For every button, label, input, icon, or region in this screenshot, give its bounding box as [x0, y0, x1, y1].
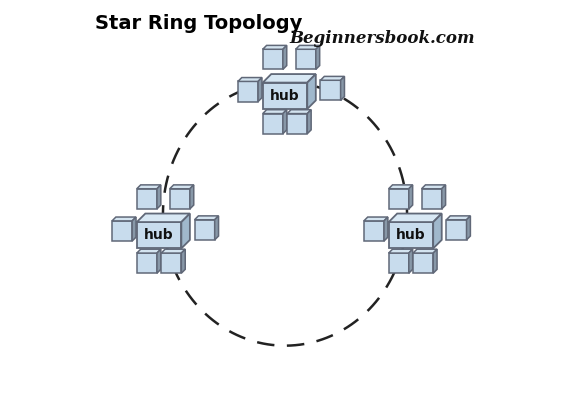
Polygon shape [263, 49, 283, 70]
Polygon shape [263, 83, 307, 109]
Polygon shape [296, 49, 316, 70]
Polygon shape [320, 80, 341, 101]
Text: hub: hub [396, 228, 426, 242]
Polygon shape [181, 213, 190, 248]
Polygon shape [389, 213, 442, 222]
Polygon shape [283, 110, 287, 134]
Polygon shape [287, 110, 311, 114]
Polygon shape [263, 110, 287, 114]
Polygon shape [316, 46, 320, 70]
Polygon shape [132, 217, 136, 241]
Polygon shape [307, 74, 316, 109]
Text: Beginnersbook.com: Beginnersbook.com [289, 30, 475, 47]
Polygon shape [161, 253, 181, 273]
Polygon shape [283, 46, 287, 70]
Polygon shape [215, 216, 218, 240]
Polygon shape [112, 221, 132, 241]
Polygon shape [341, 76, 344, 101]
Polygon shape [446, 220, 466, 240]
Polygon shape [181, 249, 185, 273]
Polygon shape [137, 213, 190, 222]
Polygon shape [413, 249, 437, 253]
Polygon shape [157, 185, 161, 209]
Polygon shape [137, 253, 157, 273]
Polygon shape [389, 249, 413, 253]
Polygon shape [307, 110, 311, 134]
Polygon shape [263, 114, 283, 134]
Polygon shape [170, 189, 190, 209]
Polygon shape [409, 185, 413, 209]
Text: Star Ring Topology: Star Ring Topology [95, 15, 303, 33]
Polygon shape [137, 189, 157, 209]
Polygon shape [389, 189, 409, 209]
Polygon shape [446, 216, 470, 220]
Polygon shape [296, 46, 320, 49]
Polygon shape [137, 249, 161, 253]
Polygon shape [384, 217, 388, 241]
Polygon shape [258, 77, 262, 101]
Polygon shape [190, 185, 194, 209]
Polygon shape [422, 189, 442, 209]
Polygon shape [433, 249, 437, 273]
Polygon shape [389, 222, 433, 248]
Polygon shape [413, 253, 433, 273]
Polygon shape [263, 46, 287, 49]
Polygon shape [170, 185, 194, 189]
Polygon shape [442, 185, 446, 209]
Text: hub: hub [144, 228, 174, 242]
Polygon shape [389, 185, 413, 189]
Polygon shape [238, 81, 258, 101]
Polygon shape [409, 249, 413, 273]
Polygon shape [161, 249, 185, 253]
Polygon shape [112, 217, 136, 221]
Polygon shape [137, 185, 161, 189]
Polygon shape [364, 217, 388, 221]
Polygon shape [263, 74, 316, 83]
Polygon shape [422, 185, 446, 189]
Polygon shape [466, 216, 470, 240]
Text: hub: hub [270, 89, 300, 103]
Polygon shape [320, 76, 344, 80]
Polygon shape [137, 222, 181, 248]
Polygon shape [433, 213, 442, 248]
Polygon shape [389, 253, 409, 273]
Polygon shape [364, 221, 384, 241]
Polygon shape [238, 77, 262, 81]
Polygon shape [194, 220, 215, 240]
Polygon shape [287, 114, 307, 134]
Polygon shape [157, 249, 161, 273]
Polygon shape [194, 216, 218, 220]
